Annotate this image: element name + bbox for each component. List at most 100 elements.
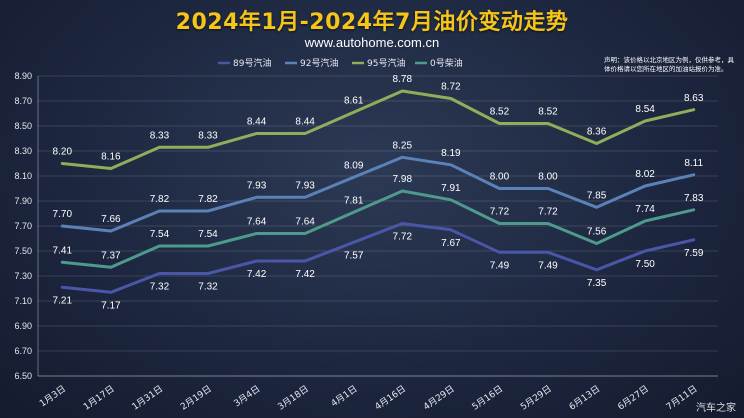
data-label: 7.21: [53, 295, 73, 306]
legend-item[interactable]: 89号汽油: [218, 57, 271, 69]
data-label: 7.64: [295, 217, 315, 228]
legend-label: 92号汽油: [300, 57, 338, 69]
y-tick-label: 7.90: [14, 196, 32, 206]
y-tick-label: 7.10: [14, 296, 32, 306]
series-line: [60, 189, 696, 269]
x-tick-label: 5月29日: [519, 383, 554, 412]
data-label: 7.54: [150, 229, 170, 240]
legend-item[interactable]: 92号汽油: [285, 57, 338, 69]
y-tick-label: 8.10: [14, 171, 32, 181]
x-tick-label: 3月18日: [276, 383, 311, 412]
data-label: 8.44: [247, 117, 267, 128]
series-line: [60, 222, 696, 294]
x-tick-label: 4月29日: [421, 383, 456, 412]
legend-label: 89号汽油: [233, 57, 271, 69]
series-line: [60, 155, 696, 233]
y-axis: 6.50 6.70 6.90 7.10 7.30 7.50 7.70 7.90 8.10 8.30…: [14, 71, 39, 381]
data-label: 8.36: [587, 127, 607, 138]
autohome-watermark: 汽车之家: [696, 403, 736, 414]
series-lines: [60, 89, 696, 294]
y-tick-label: 6.70: [14, 346, 32, 356]
data-label: 7.32: [150, 282, 170, 293]
data-label: 7.98: [393, 174, 413, 185]
x-tick-label: 1月31日: [130, 383, 165, 412]
data-label: 8.16: [101, 152, 121, 163]
data-label: 8.25: [393, 140, 413, 151]
data-label: 7.74: [635, 204, 655, 215]
y-tick-label: 8.90: [14, 71, 32, 81]
data-label: 8.09: [344, 160, 364, 171]
data-labels: 7.21 7.17 7.32 7.32 7.42 7.42 7.57 7.72 7.67 7.49…: [53, 74, 704, 311]
y-tick-label: 8.50: [14, 121, 32, 131]
data-label: 8.11: [684, 158, 703, 169]
legend[interactable]: 89号汽油 92号汽油 95号汽油 0号柴油: [218, 57, 463, 69]
data-label: 8.33: [198, 130, 218, 141]
legend-item[interactable]: 95号汽油: [352, 57, 405, 69]
data-label: 8.52: [538, 107, 558, 118]
data-label: 7.49: [538, 260, 558, 271]
y-tick-label: 7.50: [14, 246, 32, 256]
chart-title: 2024年1月-2024年7月油价变动走势: [175, 10, 569, 35]
data-label: 8.72: [441, 82, 461, 93]
data-label: 8.61: [344, 95, 364, 106]
x-tick-label: 1月3日: [38, 383, 68, 409]
legend-item[interactable]: 0号柴油: [415, 57, 463, 69]
data-label: 7.66: [101, 214, 121, 225]
data-label: 7.17: [101, 300, 121, 311]
x-tick-label: 2月19日: [179, 383, 214, 412]
y-tick-label: 8.30: [14, 146, 32, 156]
y-tick-label: 7.70: [14, 221, 32, 231]
x-axis: 1月3日 1月17日 1月31日 2月19日 3月4日 3月18日 4月1日 4月16日 4月2…: [38, 375, 718, 413]
data-label: 7.72: [490, 207, 510, 218]
data-label: 7.35: [587, 278, 607, 289]
data-label: 7.70: [53, 209, 73, 220]
data-label: 8.00: [538, 172, 558, 183]
data-label: 7.82: [150, 194, 170, 205]
data-label: 7.82: [198, 194, 218, 205]
x-tick-label: 3月4日: [232, 383, 262, 409]
x-tick-label: 6月27日: [616, 383, 651, 412]
y-tick-label: 7.30: [14, 271, 32, 281]
data-label: 7.42: [295, 269, 315, 280]
x-tick-label: 5月16日: [470, 383, 505, 412]
data-label: 8.44: [295, 117, 315, 128]
y-tick-label: 8.70: [14, 96, 32, 106]
x-tick-label: 4月16日: [373, 383, 408, 412]
legend-label: 0号柴油: [430, 57, 463, 69]
data-label: 8.20: [53, 147, 73, 158]
x-tick-label: 6月13日: [567, 383, 602, 412]
data-label: 7.42: [247, 269, 267, 280]
data-label: 8.78: [393, 74, 413, 85]
x-tick-label: 1月17日: [81, 383, 116, 412]
legend-label: 95号汽油: [367, 57, 405, 69]
data-label: 7.81: [344, 195, 364, 206]
series-line: [60, 89, 696, 170]
data-label: 7.50: [635, 259, 655, 270]
data-label: 7.49: [490, 260, 510, 271]
data-label: 7.72: [393, 232, 413, 243]
data-label: 7.32: [198, 282, 218, 293]
data-label: 7.72: [538, 207, 558, 218]
data-label: 8.54: [635, 104, 655, 115]
chart-subtitle: www.autohome.com.cn: [304, 35, 440, 50]
data-label: 7.67: [441, 238, 461, 249]
data-label: 7.41: [53, 245, 73, 256]
y-tick-label: 6.50: [14, 371, 32, 381]
data-label: 7.57: [344, 250, 364, 261]
data-label: 7.59: [684, 248, 704, 259]
data-label: 8.00: [490, 172, 510, 183]
data-label: 7.85: [587, 190, 607, 201]
data-label: 7.91: [441, 183, 461, 194]
data-label: 7.37: [101, 250, 121, 261]
x-tick-label: 4月1日: [329, 383, 359, 409]
data-label: 7.54: [198, 229, 218, 240]
data-label: 7.93: [295, 180, 315, 191]
data-label: 8.33: [150, 130, 170, 141]
grid-lines: [38, 75, 718, 377]
data-label: 8.52: [490, 107, 510, 118]
data-label: 8.63: [684, 93, 704, 104]
data-label: 7.93: [247, 180, 267, 191]
data-label: 8.19: [441, 148, 461, 159]
data-label: 7.56: [587, 227, 607, 238]
